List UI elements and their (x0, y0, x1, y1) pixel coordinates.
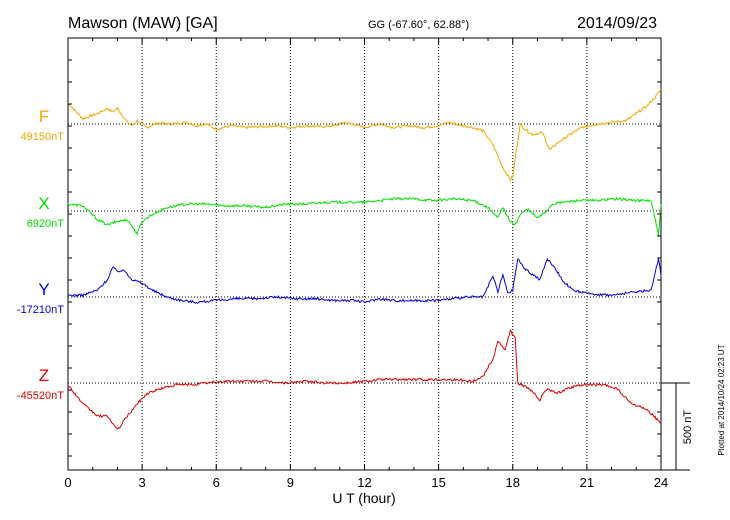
series-name-x: X (38, 194, 49, 213)
series-line-y (67, 258, 662, 304)
station-title: Mawson (MAW) [GA] (68, 15, 218, 32)
series-line-z (67, 329, 662, 430)
x-tick-label: 12 (357, 475, 371, 490)
x-tick-label: 24 (654, 475, 668, 490)
x-axis: 0 3 6 9 12 15 18 21 24 (64, 38, 668, 490)
x-tick-label: 0 (64, 475, 71, 490)
x-tick-label: 3 (139, 475, 146, 490)
x-axis-label: U T (hour) (332, 490, 395, 506)
series-group (67, 88, 662, 430)
x-tick-label: 18 (506, 475, 520, 490)
x-tick-label: 6 (213, 475, 220, 490)
series-name-z: Z (39, 366, 49, 385)
scale-bar: 500 nT (661, 382, 694, 471)
x-tick-label: 21 (580, 475, 594, 490)
x-tick-label: 9 (287, 475, 294, 490)
series-line-x (67, 196, 662, 236)
series-line-f (67, 88, 662, 182)
series-baseline-label-f: 49150nT (21, 131, 65, 143)
x-tick-label: 15 (431, 475, 445, 490)
plotted-timestamp: Plotted at 2014/10/24 02:23 UT (717, 344, 726, 455)
series-baseline-label-z: -45520nT (17, 390, 64, 402)
date-label: 2014/09/23 (577, 15, 657, 32)
series-baseline-label-y: -17210nT (17, 304, 64, 316)
series-labels: F 49150nT X 6920nT Y -17210nT Z -45520nT (17, 107, 64, 402)
scale-bar-label: 500 nT (682, 410, 694, 445)
series-name-f: F (39, 107, 49, 126)
grid-lines (141, 38, 588, 470)
series-baseline-label-x: 6920nT (27, 218, 65, 230)
geographic-coordinates: GG (-67.60°, 62.88°) (368, 19, 469, 31)
series-name-y: Y (38, 280, 49, 299)
